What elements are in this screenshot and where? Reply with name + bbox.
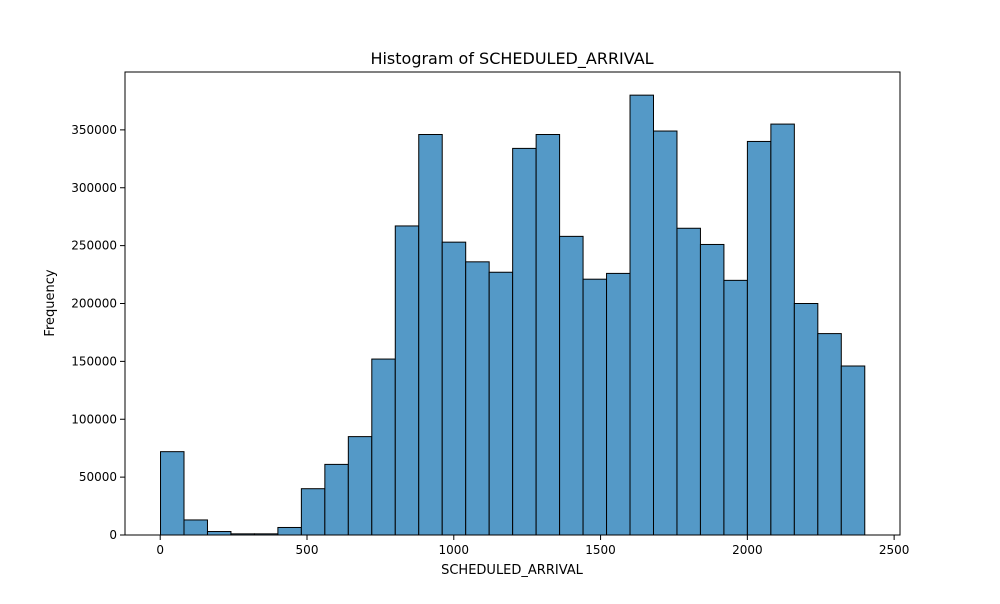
histogram-bar <box>699 243 725 536</box>
chart-title: Histogram of SCHEDULED_ARRIVAL <box>370 49 653 69</box>
histogram-bar <box>418 134 443 536</box>
histogram-bar <box>746 140 772 536</box>
histogram-bar <box>606 272 631 536</box>
y-tick-label: 200000 <box>71 297 117 311</box>
y-tick-label: 250000 <box>71 239 117 253</box>
histogram-bar <box>160 451 185 536</box>
y-tick-label: 150000 <box>71 354 117 368</box>
histogram-bar <box>183 519 208 536</box>
histogram-bar <box>512 147 537 536</box>
histogram-bar <box>676 227 701 536</box>
histogram-bar <box>723 279 748 536</box>
histogram-bar <box>629 94 654 536</box>
y-tick-label: 0 <box>109 528 117 542</box>
histogram-bar <box>394 225 420 536</box>
y-tick-label: 350000 <box>71 123 117 137</box>
histogram-bar <box>652 130 678 536</box>
histogram-bar <box>206 531 232 536</box>
histogram-bar <box>347 436 373 536</box>
histogram-bar <box>441 241 467 536</box>
histogram-bar <box>582 278 608 536</box>
y-axis-ticks: 0 50000 100000 150000 200000 250000 300000 3500… <box>71 123 125 542</box>
histogram-bar <box>300 488 326 536</box>
x-tick-label: 1500 <box>585 543 616 557</box>
histogram-bar <box>793 303 819 536</box>
histogram-bar <box>817 333 842 536</box>
x-tick-label: 2500 <box>879 543 910 557</box>
x-tick-label: 0 <box>156 543 164 557</box>
histogram-bar <box>371 358 396 536</box>
histogram-bar <box>324 463 349 536</box>
y-tick-label: 100000 <box>71 412 117 426</box>
histogram-bar <box>277 526 302 536</box>
histogram-bar <box>559 235 584 536</box>
y-tick-label: 50000 <box>79 470 117 484</box>
histogram-bar <box>535 134 561 536</box>
y-tick-label: 300000 <box>71 181 117 195</box>
x-tick-label: 2000 <box>732 543 763 557</box>
histogram-bar <box>840 365 866 536</box>
x-axis-label: SCHEDULED_ARRIVAL <box>441 563 584 578</box>
histogram-bar <box>770 123 795 536</box>
histogram-bar <box>488 271 514 536</box>
bars-group <box>160 94 866 536</box>
y-axis-label: Frequency <box>43 269 58 336</box>
x-axis-ticks: 0 500 1000 1500 2000 2500 <box>156 535 909 557</box>
x-tick-label: 1000 <box>439 543 470 557</box>
histogram-bar <box>465 261 490 536</box>
x-tick-label: 500 <box>296 543 319 557</box>
